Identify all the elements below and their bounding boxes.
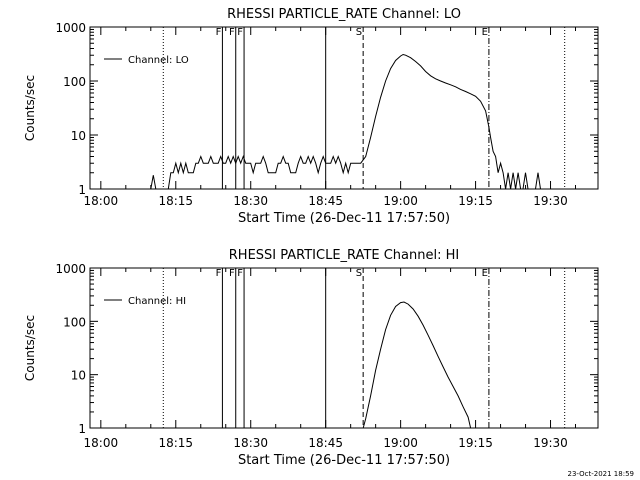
- panel-1-x-tick-label: 18:45: [308, 194, 343, 208]
- panel-1-y-tick-label: 1000: [55, 21, 86, 35]
- panel-1-marker-label: S: [356, 27, 362, 38]
- panel-1-marker-label: F: [216, 27, 222, 38]
- panel-1-marker-label: E: [482, 27, 488, 38]
- panel-1-x-axis-label: Start Time (26-Dec-11 17:57:50): [238, 211, 450, 226]
- panel-1-y-axis-label: Counts/sec: [23, 75, 37, 141]
- panel-2-y-tick-label: 1: [78, 422, 86, 436]
- panel-1-x-tick-label: 19:00: [383, 194, 418, 208]
- panel-1-y-tick-label: 10: [71, 129, 86, 143]
- panel-2-x-tick-label: 18:30: [233, 436, 268, 450]
- panel-2-series-line: [362, 301, 472, 429]
- panel-1-x-tick-label: 18:15: [158, 194, 193, 208]
- panel-1-legend-label: Channel: LO: [128, 55, 189, 66]
- panel-1-chart-title: RHESSI PARTICLE_RATE Channel: LO: [227, 7, 461, 22]
- panel-2-marker-label: F: [237, 268, 243, 279]
- panel-2-plot-frame: [89, 267, 599, 429]
- panel-1-x-tick-label: 18:30: [233, 194, 268, 208]
- footer-timestamp: 23-Oct-2021 18:59: [567, 470, 634, 478]
- panel-2-marker-label: F: [229, 268, 235, 279]
- panel-2-x-tick-label: 19:15: [458, 436, 493, 450]
- panel-2-marker-label: E: [482, 268, 488, 279]
- panel-2-y-tick-label: 100: [63, 315, 86, 329]
- panel-2-x-tick-label: 18:00: [84, 436, 119, 450]
- panel-1-series-line: [150, 53, 541, 190]
- panel-1-x-tick-label: 19:15: [458, 194, 493, 208]
- panel-2-y-tick-label: 10: [71, 369, 86, 383]
- panel-2-y-tick-label: 1000: [55, 262, 86, 276]
- panel-2-x-tick-label: 18:15: [158, 436, 193, 450]
- panel-2-legend-label: Channel: HI: [128, 296, 186, 307]
- panel-2-x-axis-label: Start Time (26-Dec-11 17:57:50): [238, 453, 450, 468]
- panel-1-marker-label: F: [237, 27, 243, 38]
- panel-1-x-tick-label: 19:30: [533, 194, 568, 208]
- panel-2-y-axis-label: Counts/sec: [23, 315, 37, 381]
- panel-1-marker-label: F: [229, 27, 235, 38]
- panel-2-marker-label: F: [216, 268, 222, 279]
- panel-2-chart-title: RHESSI PARTICLE_RATE Channel: HI: [229, 248, 459, 263]
- panel-1-y-tick-label: 1: [78, 183, 86, 197]
- panel-2-marker-label: S: [356, 268, 362, 279]
- panel-1-plot-frame: [89, 26, 599, 190]
- panel-1-x-tick-label: 18:00: [84, 194, 119, 208]
- panel-2-x-tick-label: 18:45: [308, 436, 343, 450]
- panel-1-y-tick-label: 100: [63, 75, 86, 89]
- panel-2-x-tick-label: 19:00: [383, 436, 418, 450]
- panel-2-x-tick-label: 19:30: [533, 436, 568, 450]
